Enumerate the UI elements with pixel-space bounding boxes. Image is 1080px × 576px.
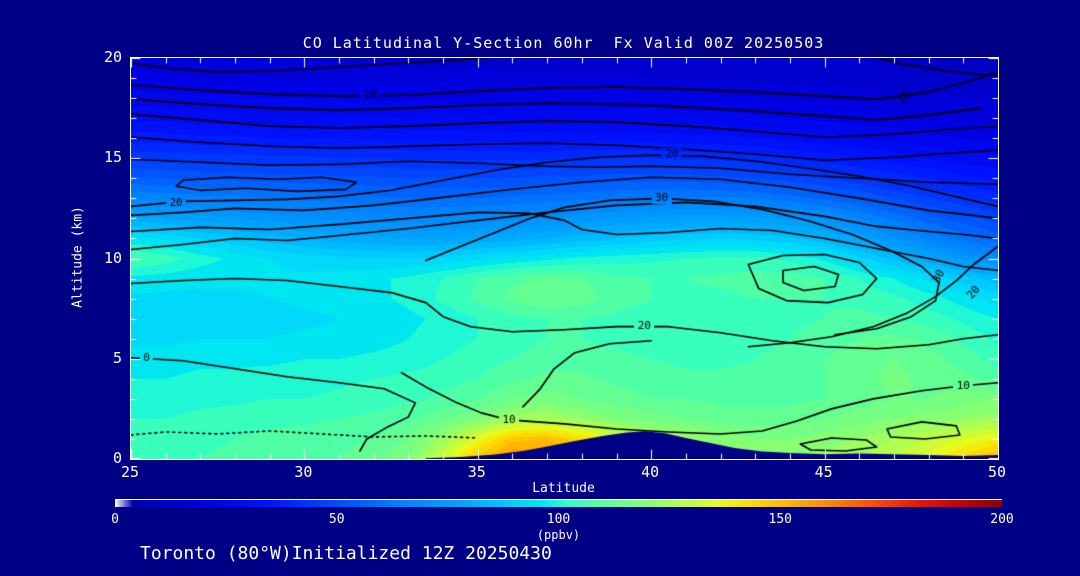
colorbar-tick-label: 200 (990, 512, 1014, 527)
y-tick-label: 0 (112, 449, 122, 467)
y-tick-label: 10 (103, 248, 122, 267)
plot-area (130, 57, 999, 460)
x-tick-label: 35 (467, 463, 486, 481)
x-tick-label: 45 (814, 463, 833, 481)
y-axis-label: Altitude (km) (70, 206, 86, 308)
colorbar-gradient (115, 499, 1002, 507)
x-tick-label: 30 (294, 463, 313, 481)
colorbar-tick-label: 50 (328, 512, 345, 527)
colorbar-tick-label: 100 (546, 512, 571, 527)
x-tick-label: 50 (987, 463, 1007, 481)
colorbar-unit-label: (ppbv) (536, 528, 581, 542)
y-tick-label: 5 (112, 348, 122, 367)
x-axis-label: Latitude (532, 481, 595, 496)
x-tick-label: 40 (641, 463, 660, 481)
colorbar-tick-labels: 0 50 100 150 200 (111, 512, 1014, 528)
y-tick-label: 20 (103, 48, 122, 66)
x-tick-label: 25 (120, 463, 140, 481)
footer-init-text: Toronto (80°W)Initialized 12Z 20250430 (140, 543, 552, 564)
chart-title: CO Latitudinal Y-Section 60hr Fx Valid 0… (302, 34, 825, 52)
y-tick-label: 15 (103, 148, 122, 167)
colorbar-tick-label: 150 (768, 512, 792, 527)
co-cross-section-canvas (131, 58, 998, 459)
colorbar-tick-label: 0 (111, 512, 119, 527)
